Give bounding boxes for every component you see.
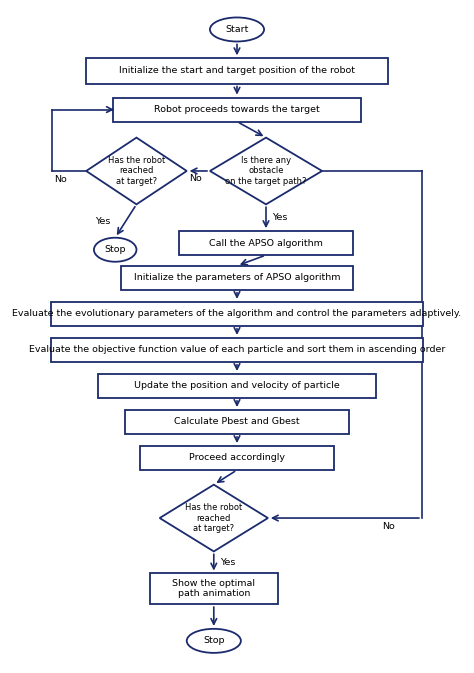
Text: No: No xyxy=(383,522,395,530)
Text: Is there any
obstacle
on the target path?: Is there any obstacle on the target path… xyxy=(225,156,307,186)
Text: Update the position and velocity of particle: Update the position and velocity of part… xyxy=(134,382,340,390)
Text: No: No xyxy=(55,175,67,184)
Text: Start: Start xyxy=(225,25,249,34)
Text: Initialize the start and target position of the robot: Initialize the start and target position… xyxy=(119,67,355,75)
Text: Stop: Stop xyxy=(104,245,126,254)
Polygon shape xyxy=(210,137,322,205)
Text: Stop: Stop xyxy=(203,637,225,645)
FancyBboxPatch shape xyxy=(121,266,353,290)
Text: Proceed accordingly: Proceed accordingly xyxy=(189,454,285,462)
Ellipse shape xyxy=(210,17,264,42)
Polygon shape xyxy=(160,485,268,551)
FancyBboxPatch shape xyxy=(140,446,334,470)
Ellipse shape xyxy=(94,238,137,262)
Text: No: No xyxy=(189,174,202,184)
Text: Robot proceeds towards the target: Robot proceeds towards the target xyxy=(154,105,320,114)
FancyBboxPatch shape xyxy=(98,374,376,398)
Text: Calculate Pbest and Gbest: Calculate Pbest and Gbest xyxy=(174,417,300,427)
Text: Yes: Yes xyxy=(95,217,110,225)
FancyBboxPatch shape xyxy=(179,231,353,255)
Text: Evaluate the objective function value of each particle and sort them in ascendin: Evaluate the objective function value of… xyxy=(29,345,445,355)
Text: Has the robot
reached
at target?: Has the robot reached at target? xyxy=(108,156,165,186)
FancyBboxPatch shape xyxy=(113,98,361,122)
FancyBboxPatch shape xyxy=(51,338,423,362)
Text: Call the APSO algorithm: Call the APSO algorithm xyxy=(209,238,323,248)
Text: Initialize the parameters of APSO algorithm: Initialize the parameters of APSO algori… xyxy=(134,273,340,282)
FancyBboxPatch shape xyxy=(150,573,278,604)
Polygon shape xyxy=(86,137,187,205)
Ellipse shape xyxy=(187,629,241,653)
FancyBboxPatch shape xyxy=(125,410,349,434)
FancyBboxPatch shape xyxy=(51,302,423,326)
FancyBboxPatch shape xyxy=(86,58,388,83)
Text: Show the optimal
path animation: Show the optimal path animation xyxy=(173,579,255,598)
Text: Has the robot
reached
at target?: Has the robot reached at target? xyxy=(185,503,242,533)
Text: Evaluate the evolutionary parameters of the algorithm and control the parameters: Evaluate the evolutionary parameters of … xyxy=(12,310,462,318)
Text: Yes: Yes xyxy=(272,213,287,222)
Text: Yes: Yes xyxy=(220,559,236,567)
